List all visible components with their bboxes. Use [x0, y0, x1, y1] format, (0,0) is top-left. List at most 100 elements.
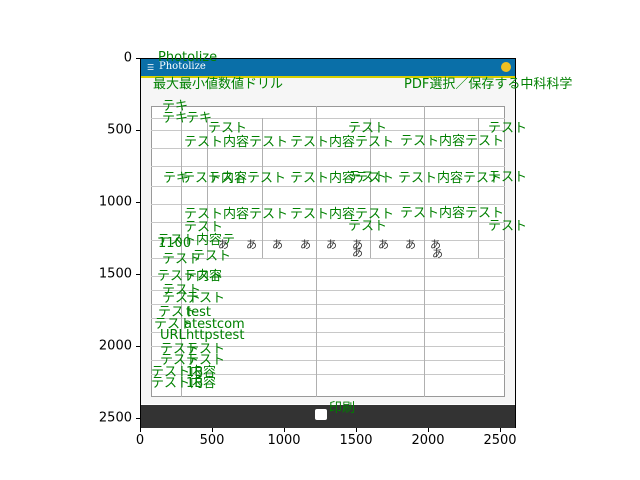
cell-label: テキ — [162, 99, 189, 114]
user-avatar-icon[interactable] — [501, 62, 511, 72]
cell-label: 1100 — [158, 236, 192, 251]
cell-label: テスト内容 — [157, 269, 223, 284]
y-tick-label: 1000 — [98, 194, 132, 210]
cell-label: テスト — [162, 283, 202, 298]
cell-label: テスト — [186, 342, 226, 357]
cell-label: テスト — [184, 269, 224, 284]
x-tick-label: 1500 — [339, 433, 373, 448]
char-cell: あ — [352, 238, 363, 251]
y-tick-label: 500 — [107, 122, 132, 138]
y-tick — [136, 418, 140, 419]
char-cell: あ — [378, 238, 389, 251]
grid-line — [424, 106, 425, 397]
bottom-toolbar — [141, 405, 515, 428]
char-cell: あ — [326, 238, 337, 251]
x-tick-label: 1000 — [267, 433, 301, 448]
grid-line — [151, 290, 505, 291]
app-title: Photolize — [159, 61, 206, 72]
char-cell: あ — [352, 246, 363, 259]
cell-label: テスト内容テスト — [400, 134, 505, 149]
grid-line — [316, 106, 317, 397]
cell-label: テスト内容テスト — [400, 206, 505, 221]
grid-line — [151, 222, 505, 223]
cell-label: テスト — [160, 353, 200, 368]
grid-line — [151, 204, 505, 205]
cell-label: テキ — [162, 111, 189, 126]
grid-line — [151, 240, 505, 241]
cell-label: httpstest — [186, 328, 245, 343]
cell-label: テスト — [208, 121, 248, 136]
y-tick — [136, 274, 140, 275]
grid-line — [181, 106, 182, 397]
grid-line — [151, 360, 505, 361]
grid-line — [151, 118, 505, 119]
cell-label: テスト — [160, 342, 200, 357]
cell-label: テスト — [186, 353, 226, 368]
cell-label: テスト — [186, 291, 226, 306]
grid-line — [151, 276, 505, 277]
cell-label: テスト内容テスト — [184, 135, 289, 150]
grid-line — [151, 186, 505, 187]
grid-line — [478, 118, 479, 258]
y-tick-label: 2000 — [98, 338, 132, 354]
cell-label: テスト — [348, 121, 388, 136]
grid-line — [151, 304, 505, 305]
cell-label: テスト — [488, 121, 528, 136]
grid-line — [207, 118, 208, 258]
char-cell: あ — [246, 238, 257, 251]
y-tick — [136, 130, 140, 131]
grid-line — [151, 166, 505, 167]
cell-label: atestcom — [184, 317, 245, 332]
char-cell: あ — [430, 238, 441, 251]
grid-line — [151, 346, 505, 347]
cell-label: テスト内容テスト — [290, 171, 395, 186]
cell-label: テスト内容テスト — [290, 135, 395, 150]
char-cell: あ — [432, 247, 443, 260]
cell-label: テスト — [192, 249, 232, 264]
y-tick-label: 0 — [123, 50, 132, 66]
cell-label: テスト — [162, 252, 202, 267]
cell-label: テキ — [186, 111, 213, 126]
app-bar: ☰ Photolize — [141, 59, 515, 78]
x-tick-label: 2000 — [411, 433, 445, 448]
printer-icon[interactable] — [315, 409, 327, 420]
y-tick-label: 1500 — [98, 266, 132, 282]
document-sheet — [151, 106, 505, 397]
char-cell: あ — [405, 238, 416, 251]
cell-label: 1B — [186, 365, 204, 380]
x-tick-label: 2500 — [483, 433, 517, 448]
cell-label: テスト — [488, 170, 528, 185]
cell-label: テスト — [348, 219, 388, 234]
cell-label: URL — [160, 328, 186, 343]
x-tick — [356, 428, 357, 432]
window-title: Photolize — [158, 50, 218, 65]
grid-line — [151, 318, 505, 319]
grid-line — [262, 118, 263, 258]
y-tick — [136, 202, 140, 203]
x-tick — [500, 428, 501, 432]
grid-line — [151, 130, 505, 131]
doc-header-title: 最大最小値数値ドリル — [153, 77, 284, 92]
cell-label: テスト内容 — [151, 365, 217, 380]
x-tick — [212, 428, 213, 432]
x-tick — [428, 428, 429, 432]
cell-label: テスト — [184, 220, 224, 235]
cell-label: テスト — [158, 305, 198, 320]
y-tick — [136, 58, 140, 59]
cell-label: テスト — [488, 219, 528, 234]
cell-label: テスト — [348, 170, 388, 185]
grid-line — [151, 332, 505, 333]
cell-label: テスト内容テスト — [398, 171, 503, 186]
cell-label: テスト内容テスト — [184, 207, 289, 222]
x-tick — [140, 428, 141, 432]
x-tick-label: 500 — [199, 433, 225, 448]
grid-line — [151, 258, 505, 259]
hamburger-icon[interactable]: ☰ — [147, 63, 155, 72]
grid-line — [370, 118, 371, 258]
x-tick-label: 0 — [135, 433, 145, 448]
cell-label: テスト — [208, 171, 248, 186]
cell-label: テスト — [162, 291, 202, 306]
print-button[interactable]: 印刷 — [329, 401, 356, 416]
y-tick — [136, 346, 140, 347]
cell-label: テスト内容テスト — [290, 207, 395, 222]
